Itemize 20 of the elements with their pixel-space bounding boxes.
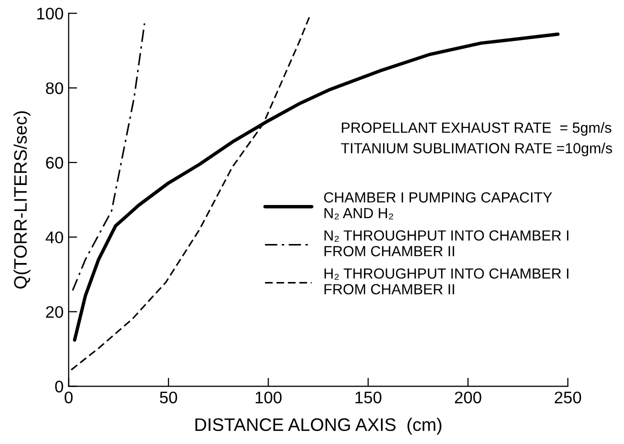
- y-tick-label: 80: [46, 82, 64, 94]
- x-tick-label: 150: [356, 392, 382, 404]
- legend-label: CHAMBER I PUMPING CAPACITY N₂ AND H₂: [324, 192, 552, 220]
- x-axis-title: DISTANCE ALONG AXIS (cm): [195, 418, 442, 435]
- y-tick-label: 60: [46, 156, 64, 169]
- x-tick-label: 50: [160, 392, 178, 404]
- y-tick-label: 40: [46, 231, 64, 244]
- x-tick-label: 100: [256, 392, 282, 404]
- legend-label: N₂ THROUGHPUT INTO CHAMBER I FROM CHAMBER II: [324, 230, 568, 256]
- y-tick-label: 100: [37, 8, 64, 20]
- x-tick-label: 0: [64, 392, 73, 404]
- line-series: [72, 22, 146, 292]
- x-tick-label: 250: [554, 392, 582, 404]
- legend-label: H₂ THROUGHPUT INTO CHAMBER I FROM CHAMBER II: [324, 268, 568, 294]
- annotation: PROPELLANT EXHAUST RATE = 5gm/s: [342, 122, 612, 136]
- y-tick-label: 0: [55, 380, 64, 392]
- x-tick-label: 200: [454, 392, 482, 404]
- annotation: TITANIUM SUBLIMATION RATE =10gm/s: [341, 142, 612, 156]
- y-tick-label: 20: [46, 306, 64, 318]
- y-axis-title: Q(TORR-LITERS/sec): [14, 111, 30, 289]
